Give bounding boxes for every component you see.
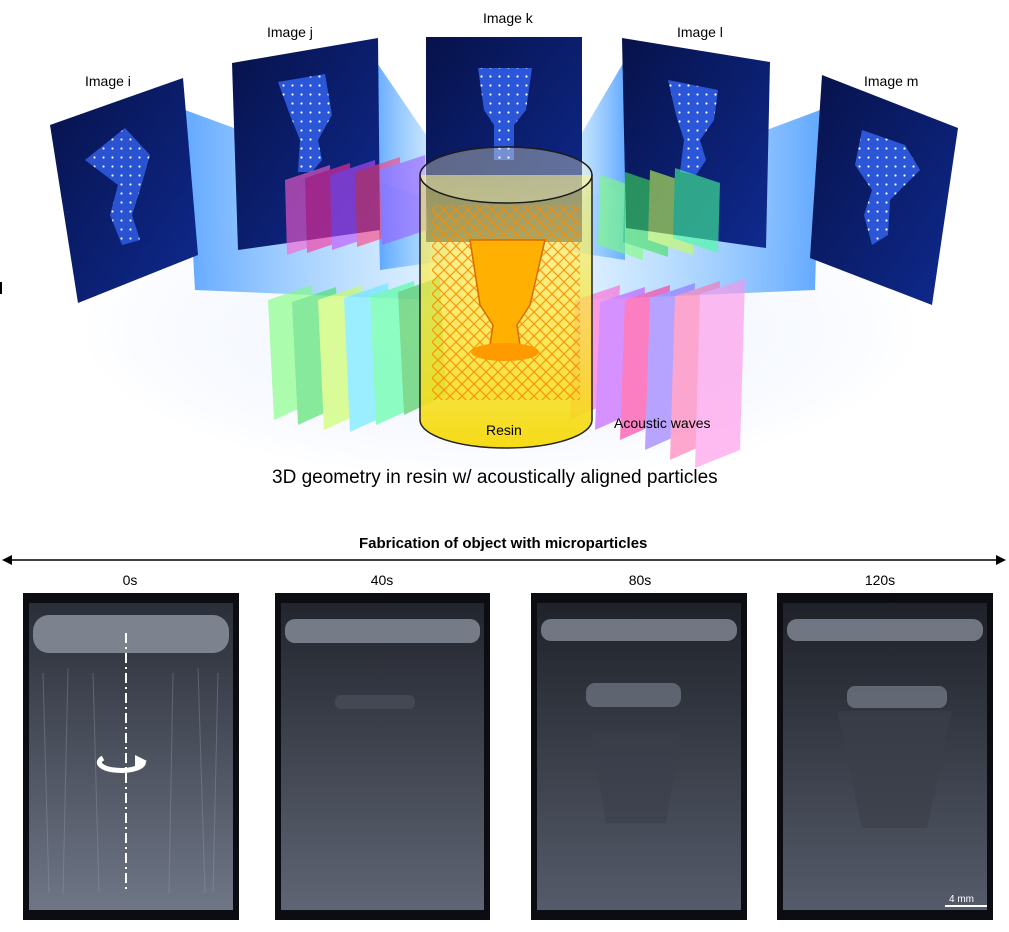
acoustic-waves-right <box>570 168 745 468</box>
frame-120s: 4 mm <box>777 593 993 920</box>
edge-mark <box>0 282 2 294</box>
label-image-j: Image j <box>267 24 313 40</box>
label-image-l: Image l <box>677 24 723 40</box>
frame-40s <box>275 593 490 920</box>
scale-bar-label: 4 mm <box>949 894 974 905</box>
timeline-title: Fabrication of object with microparticle… <box>359 535 648 552</box>
label-image-m: Image m <box>864 73 919 89</box>
label-resin: Resin <box>486 422 522 438</box>
label-acoustic-waves: Acoustic waves <box>614 415 711 431</box>
resin-vial <box>419 146 593 449</box>
time-label-0s: 0s <box>122 572 138 588</box>
time-label-80s: 80s <box>628 572 652 588</box>
rotation-arrow-icon <box>96 755 146 773</box>
time-label-120s: 120s <box>864 572 896 588</box>
timeline-arrow <box>2 555 1006 565</box>
tomographic-illustration <box>0 37 958 480</box>
top-caption: 3D geometry in resin w/ acoustically ali… <box>272 467 718 488</box>
time-label-40s: 40s <box>370 572 394 588</box>
label-image-i: Image i <box>85 73 131 89</box>
projected-silhouettes <box>85 68 920 245</box>
frame-0s <box>23 593 239 920</box>
frame-80s <box>531 593 747 920</box>
label-image-k: Image k <box>483 10 533 26</box>
